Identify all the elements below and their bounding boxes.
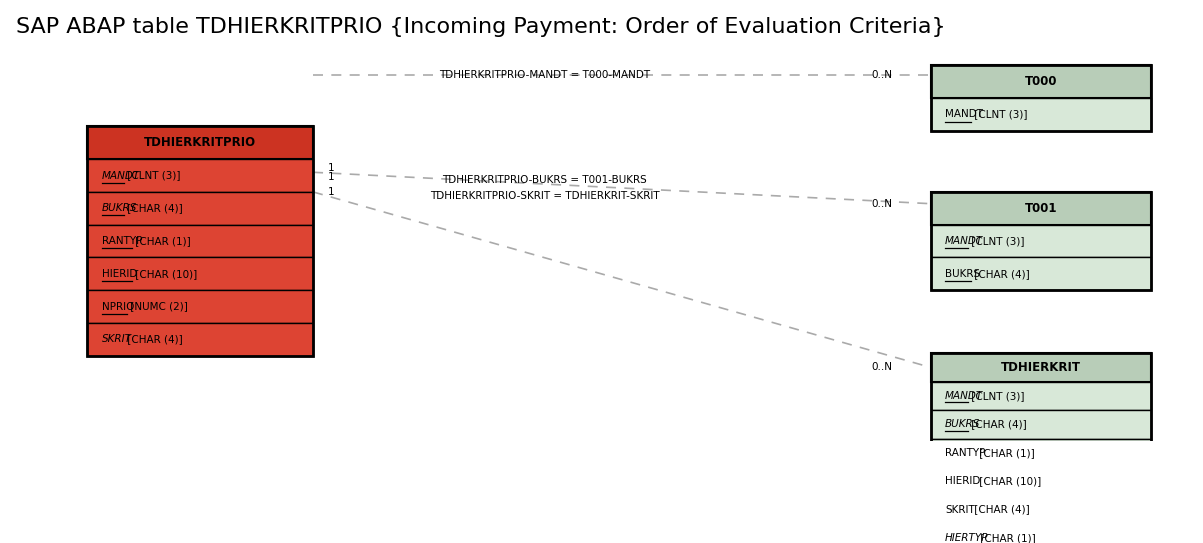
Text: SKRIT: SKRIT [101,334,131,344]
Text: [NUMC (2)]: [NUMC (2)] [128,301,188,312]
Text: 1
1: 1 1 [327,163,334,182]
Text: TDHIERKRITPRIO-SKRIT = TDHIERKRIT-SKRIT: TDHIERKRITPRIO-SKRIT = TDHIERKRIT-SKRIT [429,191,659,201]
Bar [931,65,1150,98]
Text: TDHIERKRIT: TDHIERKRIT [1001,361,1080,374]
Text: BUKRS: BUKRS [946,269,980,279]
Bar [931,353,1150,382]
Bar [931,439,1150,467]
Text: HIERID: HIERID [946,476,980,486]
Bar [88,323,313,356]
Text: T001: T001 [1025,202,1057,215]
Text: TDHIERKRITPRIO-MANDT = T000-MANDT: TDHIERKRITPRIO-MANDT = T000-MANDT [439,70,651,80]
Text: HIERID: HIERID [101,269,137,279]
Bar [88,159,313,192]
Text: 0..N: 0..N [872,199,893,209]
Text: 0..N: 0..N [872,362,893,372]
Bar [931,411,1150,439]
Text: 1: 1 [327,187,334,197]
Bar [931,192,1150,225]
Text: 0..N: 0..N [872,70,893,80]
Text: RANTYP: RANTYP [946,448,985,458]
Text: TDHIERKRITPRIO: TDHIERKRITPRIO [144,136,256,149]
Text: BUKRS: BUKRS [101,203,137,213]
Text: [CLNT (3)]: [CLNT (3)] [124,171,180,180]
Text: [CHAR (10)]: [CHAR (10)] [976,476,1042,486]
Text: [CHAR (1)]: [CHAR (1)] [976,448,1035,458]
Bar [88,127,313,356]
Text: [CHAR (4)]: [CHAR (4)] [971,269,1030,279]
Text: TDHIERKRITPRIO-BUKRS = T001-BUKRS: TDHIERKRITPRIO-BUKRS = T001-BUKRS [443,175,647,185]
Text: [CLNT (3)]: [CLNT (3)] [967,236,1024,246]
Bar [88,192,313,225]
Text: [CHAR (4)]: [CHAR (4)] [124,203,183,213]
Text: MANDT: MANDT [946,110,983,119]
Text: [CHAR (1)]: [CHAR (1)] [977,533,1036,543]
Bar [931,495,1150,524]
Text: RANTYP: RANTYP [101,236,142,246]
Text: SKRIT: SKRIT [946,504,974,515]
Text: [CLNT (3)]: [CLNT (3)] [967,391,1024,401]
Text: T000: T000 [1025,75,1057,88]
Bar [931,225,1150,257]
Text: [CHAR (4)]: [CHAR (4)] [124,334,183,344]
Bar [88,290,313,323]
Bar [88,257,313,290]
Text: [CHAR (4)]: [CHAR (4)] [967,419,1026,430]
Text: BUKRS: BUKRS [946,419,980,430]
Bar [931,65,1150,131]
Text: [CLNT (3)]: [CLNT (3)] [971,110,1027,119]
Text: NPRIO: NPRIO [101,301,134,312]
Bar [931,353,1150,543]
Text: SAP ABAP table TDHIERKRITPRIO {Incoming Payment: Order of Evaluation Criteria}: SAP ABAP table TDHIERKRITPRIO {Incoming … [16,17,946,37]
Text: [CHAR (10)]: [CHAR (10)] [132,269,197,279]
Bar [931,257,1150,290]
Bar [88,127,313,159]
Text: MANDT: MANDT [946,391,983,401]
Bar [931,467,1150,495]
Bar [88,225,313,257]
Text: MANDT: MANDT [946,236,983,246]
Text: [CHAR (4)]: [CHAR (4)] [971,504,1030,515]
Bar [931,382,1150,411]
Bar [931,192,1150,290]
Text: HIERTYP: HIERTYP [946,533,989,543]
Text: MANDT: MANDT [101,171,140,180]
Text: [CHAR (1)]: [CHAR (1)] [132,236,191,246]
Bar [931,524,1150,543]
Bar [931,98,1150,131]
